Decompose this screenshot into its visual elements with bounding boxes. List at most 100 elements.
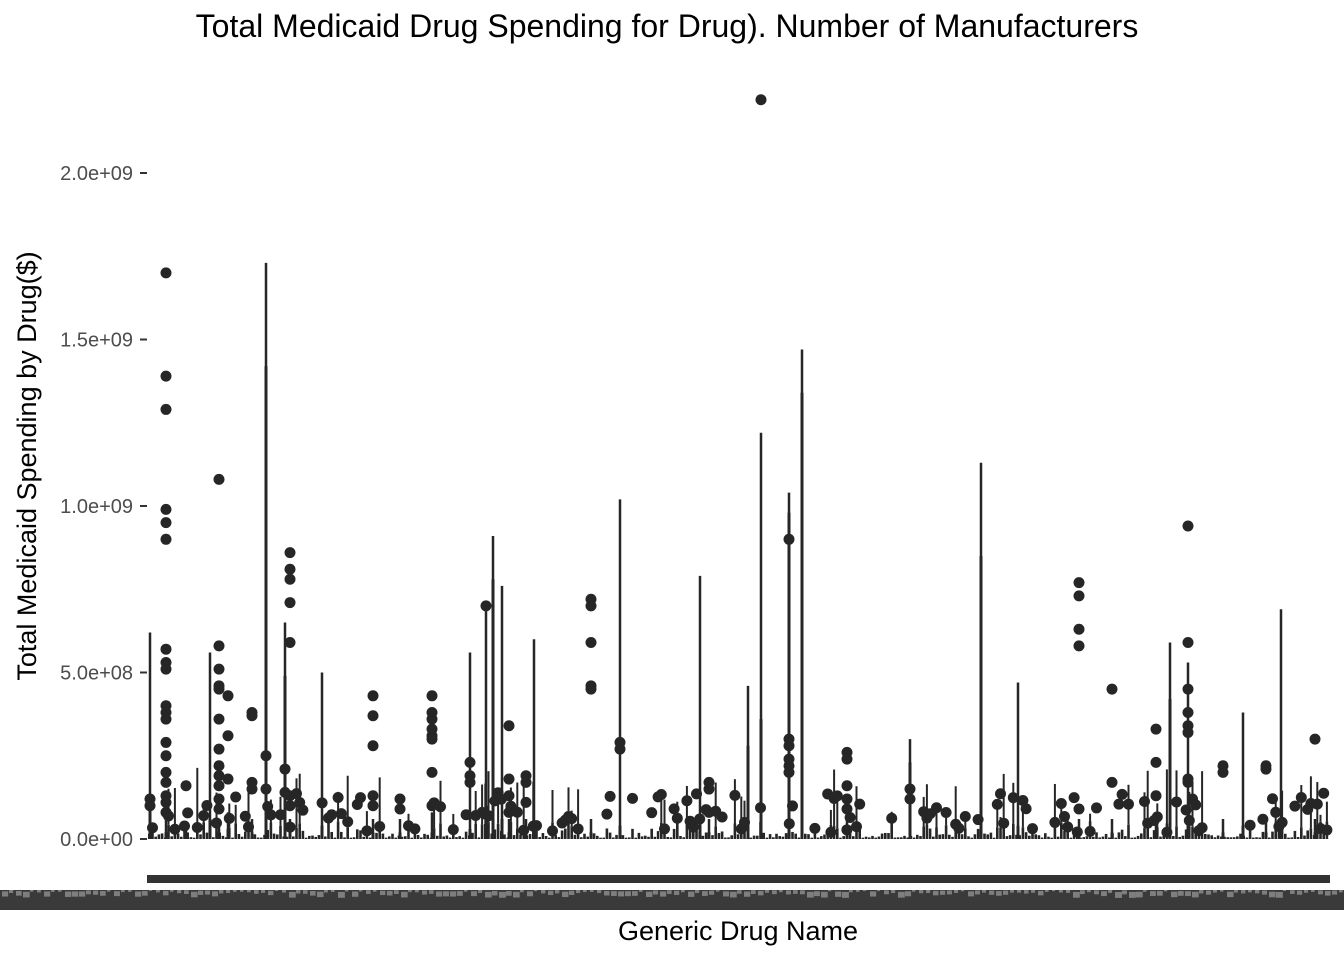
box-mark: [787, 512, 791, 839]
x-tick-label-glyph: [1045, 889, 1049, 892]
outlier-point: [160, 403, 172, 415]
box-mark: [919, 836, 922, 839]
box-mark: [698, 819, 702, 839]
box-mark: [1303, 835, 1306, 839]
x-tick-label-glyph: [1311, 889, 1315, 893]
box-mark: [836, 828, 839, 839]
box-mark: [301, 830, 305, 839]
outlier-point: [332, 791, 344, 803]
outlier-point: [435, 801, 446, 813]
outlier-point: [160, 533, 172, 545]
x-tick-label-glyph: [436, 891, 443, 897]
outlier-point: [1049, 816, 1061, 828]
box-mark: [1031, 831, 1034, 839]
box-mark: [1104, 833, 1108, 839]
box-mark: [538, 837, 541, 839]
box-mark: [874, 837, 877, 839]
box-mark: [1034, 834, 1037, 839]
box-mark: [586, 836, 589, 839]
box-mark: [1186, 819, 1190, 839]
x-tick-label-glyph: [646, 891, 653, 897]
outlier-point: [222, 690, 234, 702]
box-mark: [583, 833, 586, 839]
box-mark: [448, 837, 452, 839]
outlier-point: [1289, 800, 1301, 812]
box-mark: [477, 837, 481, 839]
outlier-point: [160, 663, 172, 675]
box-mark: [1002, 827, 1005, 839]
box-mark: [925, 824, 929, 839]
box-mark: [1120, 829, 1124, 839]
x-tick-label-glyph: [1080, 890, 1085, 895]
box-mark: [816, 837, 820, 839]
outlier-point: [716, 811, 728, 823]
outlier-point: [520, 796, 532, 808]
box-mark: [877, 836, 881, 839]
box-mark: [1162, 836, 1165, 839]
box-mark: [308, 835, 311, 839]
outlier-point: [659, 823, 670, 835]
box-mark: [480, 824, 484, 839]
x-tick-label-glyph: [324, 889, 328, 893]
outlier-point: [426, 800, 438, 812]
outlier-point: [886, 812, 898, 824]
x-tick-label-glyph: [800, 890, 805, 895]
box-mark: [1279, 819, 1283, 839]
x-tick-label-glyph: [149, 889, 153, 892]
x-tick-label-glyph: [345, 889, 349, 892]
x-tick-label-glyph: [1318, 890, 1323, 895]
outlier-point: [260, 783, 272, 795]
box-mark: [493, 829, 497, 839]
outlier-point: [1182, 637, 1194, 649]
outlier-point: [1309, 733, 1321, 745]
box-mark: [1063, 830, 1066, 839]
box-mark: [544, 836, 548, 839]
outlier-point: [671, 812, 683, 824]
box-mark: [349, 837, 353, 839]
x-tick-label-glyph: [226, 889, 231, 894]
box-mark: [340, 831, 343, 839]
x-tick-label-glyph: [408, 889, 412, 893]
outlier-point: [335, 808, 347, 820]
drug-r-box: [500, 585, 504, 839]
box-mark: [1101, 836, 1105, 839]
outlier-point: [1106, 683, 1118, 695]
box-mark: [1092, 836, 1095, 839]
box-mark: [378, 826, 381, 839]
box-mark: [407, 827, 410, 839]
box-mark: [1021, 827, 1025, 839]
outlier-point: [464, 776, 476, 788]
x-tick-label-glyph: [919, 889, 924, 894]
box-mark: [445, 835, 449, 839]
outlier-point: [284, 800, 296, 812]
box-mark: [1136, 835, 1140, 839]
box-mark: [935, 827, 938, 839]
x-tick-label-glyph: [1192, 891, 1199, 898]
x-tick-label-glyph: [464, 889, 468, 892]
drug-an-box: [1241, 712, 1245, 839]
box-mark: [1236, 836, 1239, 839]
box-mark: [746, 745, 750, 839]
x-tick-label-glyph: [1248, 889, 1252, 893]
outlier-point: [503, 720, 515, 732]
box-mark: [1277, 831, 1281, 839]
x-tick-label-glyph: [940, 890, 946, 895]
box-mark: [727, 837, 730, 839]
box-mark: [682, 837, 685, 839]
box-mark: [944, 825, 948, 839]
box-mark: [948, 834, 951, 839]
box-mark: [1140, 833, 1143, 839]
x-tick-label-glyph: [926, 889, 931, 894]
drug-o-box: [464, 652, 476, 839]
outlier-point: [260, 750, 272, 762]
x-tick-label-glyph: [611, 891, 617, 896]
x-tick-label-glyph: [884, 890, 889, 895]
outlier-point: [182, 807, 194, 819]
y-axis: 0.0e+00 5.0e+08 1.0e+09 1.5e+09 2.0e+09: [60, 163, 147, 851]
box-mark: [644, 835, 647, 839]
outlier-point: [160, 267, 172, 279]
outlier-point: [213, 770, 225, 782]
box-mark: [1056, 836, 1060, 839]
x-tick-label-glyph: [205, 890, 211, 895]
box-mark: [240, 836, 244, 839]
